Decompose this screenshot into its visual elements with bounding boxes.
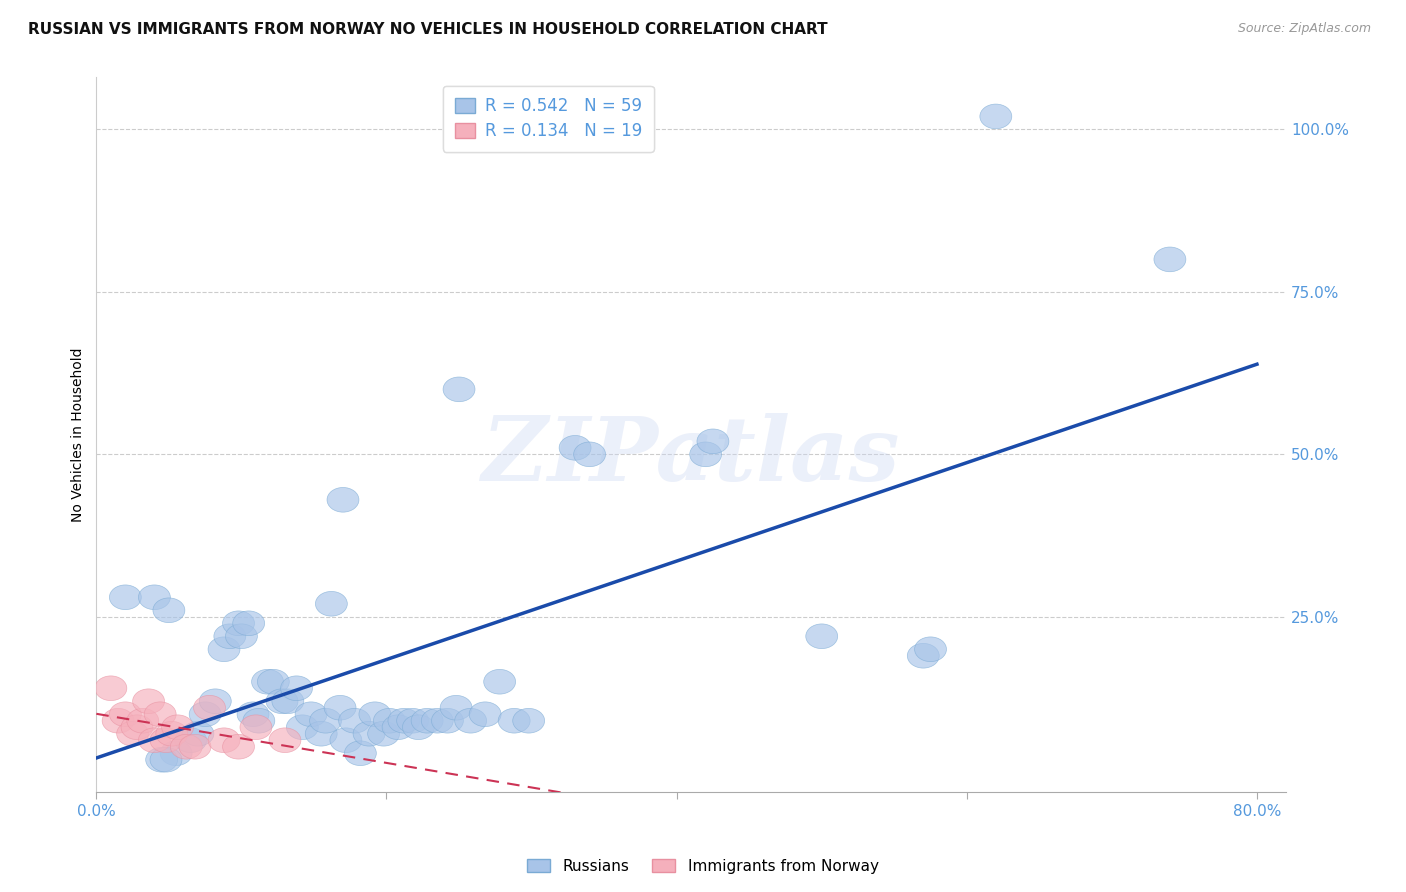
Ellipse shape bbox=[402, 714, 434, 739]
Ellipse shape bbox=[121, 714, 153, 739]
Ellipse shape bbox=[374, 708, 405, 733]
Ellipse shape bbox=[339, 708, 371, 733]
Text: Source: ZipAtlas.com: Source: ZipAtlas.com bbox=[1237, 22, 1371, 36]
Ellipse shape bbox=[110, 702, 142, 727]
Ellipse shape bbox=[222, 734, 254, 759]
Y-axis label: No Vehicles in Household: No Vehicles in Household bbox=[72, 348, 86, 522]
Ellipse shape bbox=[181, 722, 214, 746]
Ellipse shape bbox=[252, 669, 284, 694]
Ellipse shape bbox=[806, 624, 838, 648]
Ellipse shape bbox=[907, 643, 939, 668]
Ellipse shape bbox=[388, 708, 420, 733]
Ellipse shape bbox=[200, 689, 231, 714]
Ellipse shape bbox=[454, 708, 486, 733]
Ellipse shape bbox=[305, 722, 337, 746]
Ellipse shape bbox=[266, 689, 298, 714]
Ellipse shape bbox=[117, 722, 149, 746]
Ellipse shape bbox=[432, 708, 464, 733]
Ellipse shape bbox=[309, 708, 342, 733]
Ellipse shape bbox=[225, 624, 257, 648]
Ellipse shape bbox=[110, 585, 142, 609]
Ellipse shape bbox=[382, 714, 413, 739]
Ellipse shape bbox=[153, 598, 184, 623]
Ellipse shape bbox=[257, 669, 290, 694]
Ellipse shape bbox=[174, 728, 207, 753]
Ellipse shape bbox=[103, 708, 134, 733]
Ellipse shape bbox=[1154, 247, 1185, 272]
Ellipse shape bbox=[359, 702, 391, 727]
Ellipse shape bbox=[281, 676, 312, 700]
Ellipse shape bbox=[411, 708, 443, 733]
Ellipse shape bbox=[271, 689, 304, 714]
Ellipse shape bbox=[367, 722, 399, 746]
Ellipse shape bbox=[240, 714, 271, 739]
Ellipse shape bbox=[238, 702, 269, 727]
Ellipse shape bbox=[315, 591, 347, 616]
Ellipse shape bbox=[233, 611, 264, 636]
Ellipse shape bbox=[156, 722, 188, 746]
Ellipse shape bbox=[138, 728, 170, 753]
Ellipse shape bbox=[132, 689, 165, 714]
Ellipse shape bbox=[145, 702, 176, 727]
Legend: Russians, Immigrants from Norway: Russians, Immigrants from Norway bbox=[522, 853, 884, 880]
Ellipse shape bbox=[146, 747, 177, 772]
Ellipse shape bbox=[396, 708, 429, 733]
Ellipse shape bbox=[190, 702, 221, 727]
Ellipse shape bbox=[560, 435, 591, 460]
Ellipse shape bbox=[179, 734, 211, 759]
Ellipse shape bbox=[269, 728, 301, 753]
Ellipse shape bbox=[287, 714, 318, 739]
Ellipse shape bbox=[160, 741, 193, 765]
Ellipse shape bbox=[194, 696, 225, 720]
Ellipse shape bbox=[344, 741, 377, 765]
Text: ZIPatlas: ZIPatlas bbox=[482, 413, 900, 500]
Ellipse shape bbox=[243, 708, 274, 733]
Ellipse shape bbox=[208, 728, 240, 753]
Text: RUSSIAN VS IMMIGRANTS FROM NORWAY NO VEHICLES IN HOUSEHOLD CORRELATION CHART: RUSSIAN VS IMMIGRANTS FROM NORWAY NO VEH… bbox=[28, 22, 828, 37]
Ellipse shape bbox=[914, 637, 946, 662]
Ellipse shape bbox=[162, 714, 194, 739]
Ellipse shape bbox=[422, 708, 453, 733]
Ellipse shape bbox=[443, 377, 475, 401]
Ellipse shape bbox=[353, 722, 385, 746]
Ellipse shape bbox=[484, 669, 516, 694]
Ellipse shape bbox=[328, 487, 359, 512]
Ellipse shape bbox=[127, 708, 159, 733]
Ellipse shape bbox=[295, 702, 328, 727]
Ellipse shape bbox=[150, 728, 181, 753]
Ellipse shape bbox=[214, 624, 246, 648]
Ellipse shape bbox=[222, 611, 254, 636]
Ellipse shape bbox=[574, 442, 606, 467]
Ellipse shape bbox=[330, 728, 361, 753]
Ellipse shape bbox=[470, 702, 501, 727]
Ellipse shape bbox=[170, 734, 202, 759]
Ellipse shape bbox=[325, 696, 356, 720]
Ellipse shape bbox=[208, 637, 240, 662]
Ellipse shape bbox=[697, 429, 728, 454]
Ellipse shape bbox=[513, 708, 544, 733]
Ellipse shape bbox=[498, 708, 530, 733]
Ellipse shape bbox=[440, 696, 472, 720]
Ellipse shape bbox=[690, 442, 721, 467]
Ellipse shape bbox=[138, 585, 170, 609]
Ellipse shape bbox=[980, 104, 1012, 128]
Ellipse shape bbox=[150, 747, 181, 772]
Legend: R = 0.542   N = 59, R = 0.134   N = 19: R = 0.542 N = 59, R = 0.134 N = 19 bbox=[443, 86, 654, 152]
Ellipse shape bbox=[94, 676, 127, 700]
